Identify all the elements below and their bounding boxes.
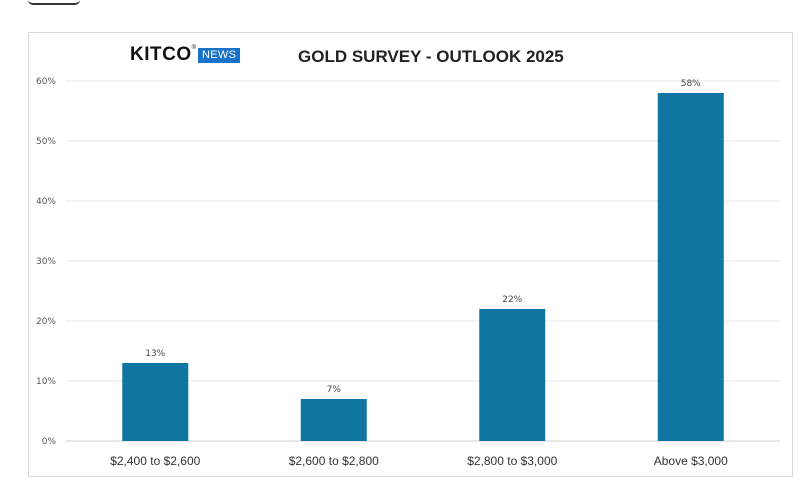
data-labels: 13% 7% 22% 58% [145,79,701,395]
kitco-news-logo: KITCO ® NEWS [130,44,241,65]
bar [300,399,367,441]
x-category-label: Above $3,000 [654,454,728,468]
bar-data-label: 7% [327,385,342,395]
bar-data-label: 58% [681,79,701,89]
chart-title: GOLD SURVEY - OUTLOOK 2025 [298,47,564,66]
x-category-label: $2,600 to $2,800 [289,454,379,468]
y-tick-label: 30% [36,257,56,267]
bars [122,93,724,441]
y-tick-label: 60% [36,77,56,87]
cropped-caption-fragment [28,0,88,5]
bar [122,363,189,441]
y-tick-label: 0% [42,437,57,447]
x-axis-categories: $2,400 to $2,600 $2,600 to $2,800 $2,800 t… [110,454,728,468]
logo-news-tag: NEWS [198,47,241,63]
y-tick-label: 10% [36,377,56,387]
x-category-label: $2,400 to $2,600 [110,454,200,468]
logo-registered-mark: ® [191,45,197,51]
bar-data-label: 13% [145,349,165,359]
bar [657,93,724,441]
x-category-label: $2,800 to $3,000 [467,454,557,468]
bar-data-label: 22% [502,295,522,305]
bar [479,309,546,441]
logo-wordmark: KITCO [130,44,192,65]
y-tick-label: 40% [36,197,56,207]
y-tick-label: 20% [36,317,56,327]
y-axis-ticks: 0% 10% 20% 30% 40% 50% 60% [36,77,56,447]
y-tick-label: 50% [36,137,56,147]
